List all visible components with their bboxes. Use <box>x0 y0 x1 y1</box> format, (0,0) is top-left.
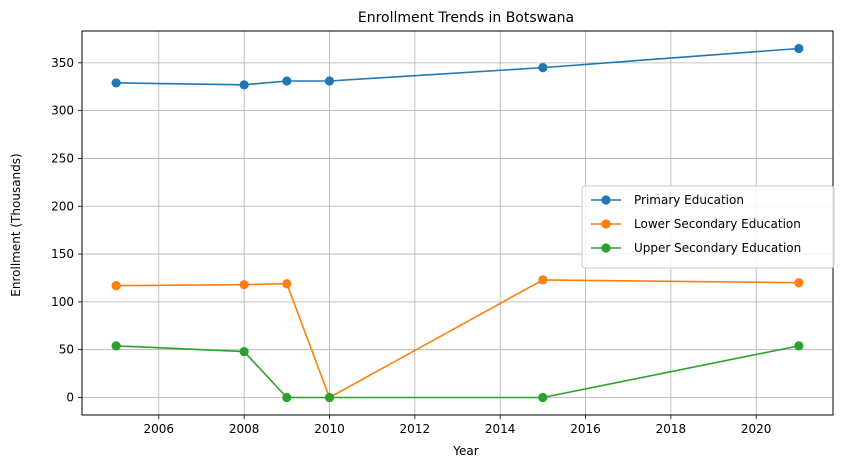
y-tick-label: 150 <box>51 247 74 261</box>
series-line-2 <box>116 345 800 399</box>
data-point <box>538 63 548 73</box>
legend-label: Lower Secondary Education <box>634 217 801 231</box>
y-axis-ticks: 0 50 100 150 200 250 300 350 <box>51 56 82 405</box>
data-point <box>282 279 292 289</box>
legend-box <box>581 185 835 269</box>
y-tick-label: 300 <box>51 104 74 118</box>
data-point <box>239 80 249 90</box>
x-tick-label: 2012 <box>400 422 431 436</box>
y-tick-label: 350 <box>51 56 74 70</box>
y-tick-label: 250 <box>51 151 74 165</box>
chart-title: Enrollment Trends in Botswana <box>358 10 574 26</box>
data-point <box>324 76 335 86</box>
data-point <box>282 76 292 86</box>
x-axis-ticks: 2006 2008 2010 2012 2014 2016 2018 2020 <box>144 415 772 436</box>
y-axis-title: Enrollment (Thousands) <box>9 153 23 296</box>
legend-marker <box>601 243 611 253</box>
data-point <box>538 275 548 285</box>
data-point <box>538 392 548 403</box>
x-tick-label: 2018 <box>656 422 687 436</box>
x-tick-label: 2016 <box>570 422 601 436</box>
data-point <box>111 341 121 351</box>
data-point <box>794 278 804 288</box>
series-line-0 <box>116 47 799 86</box>
y-tick-label: 200 <box>51 199 74 213</box>
series-line-1 <box>116 279 799 399</box>
x-tick-label: 2010 <box>314 422 345 436</box>
legend-label: Primary Education <box>634 193 744 207</box>
data-point <box>111 78 121 88</box>
series-lines <box>116 47 800 399</box>
legend: Primary Education Lower Secondary Educati… <box>581 185 835 269</box>
legend-marker <box>601 195 611 205</box>
data-point <box>239 280 249 290</box>
x-tick-label: 2020 <box>741 422 772 436</box>
series-markers <box>111 43 804 403</box>
data-point <box>282 392 292 403</box>
x-axis-title: Year <box>452 444 478 458</box>
y-tick-label: 50 <box>59 343 74 357</box>
x-tick-label: 2008 <box>229 422 260 436</box>
data-point <box>324 392 335 403</box>
y-tick-label: 100 <box>51 295 74 309</box>
x-tick-label: 2014 <box>485 422 516 436</box>
legend-marker <box>601 219 611 229</box>
data-point <box>794 43 804 54</box>
data-point <box>794 341 804 351</box>
legend-label: Upper Secondary Education <box>634 241 801 255</box>
data-point <box>111 281 121 291</box>
y-tick-label: 0 <box>66 391 74 405</box>
x-tick-label: 2006 <box>144 422 175 436</box>
data-point <box>239 347 249 357</box>
